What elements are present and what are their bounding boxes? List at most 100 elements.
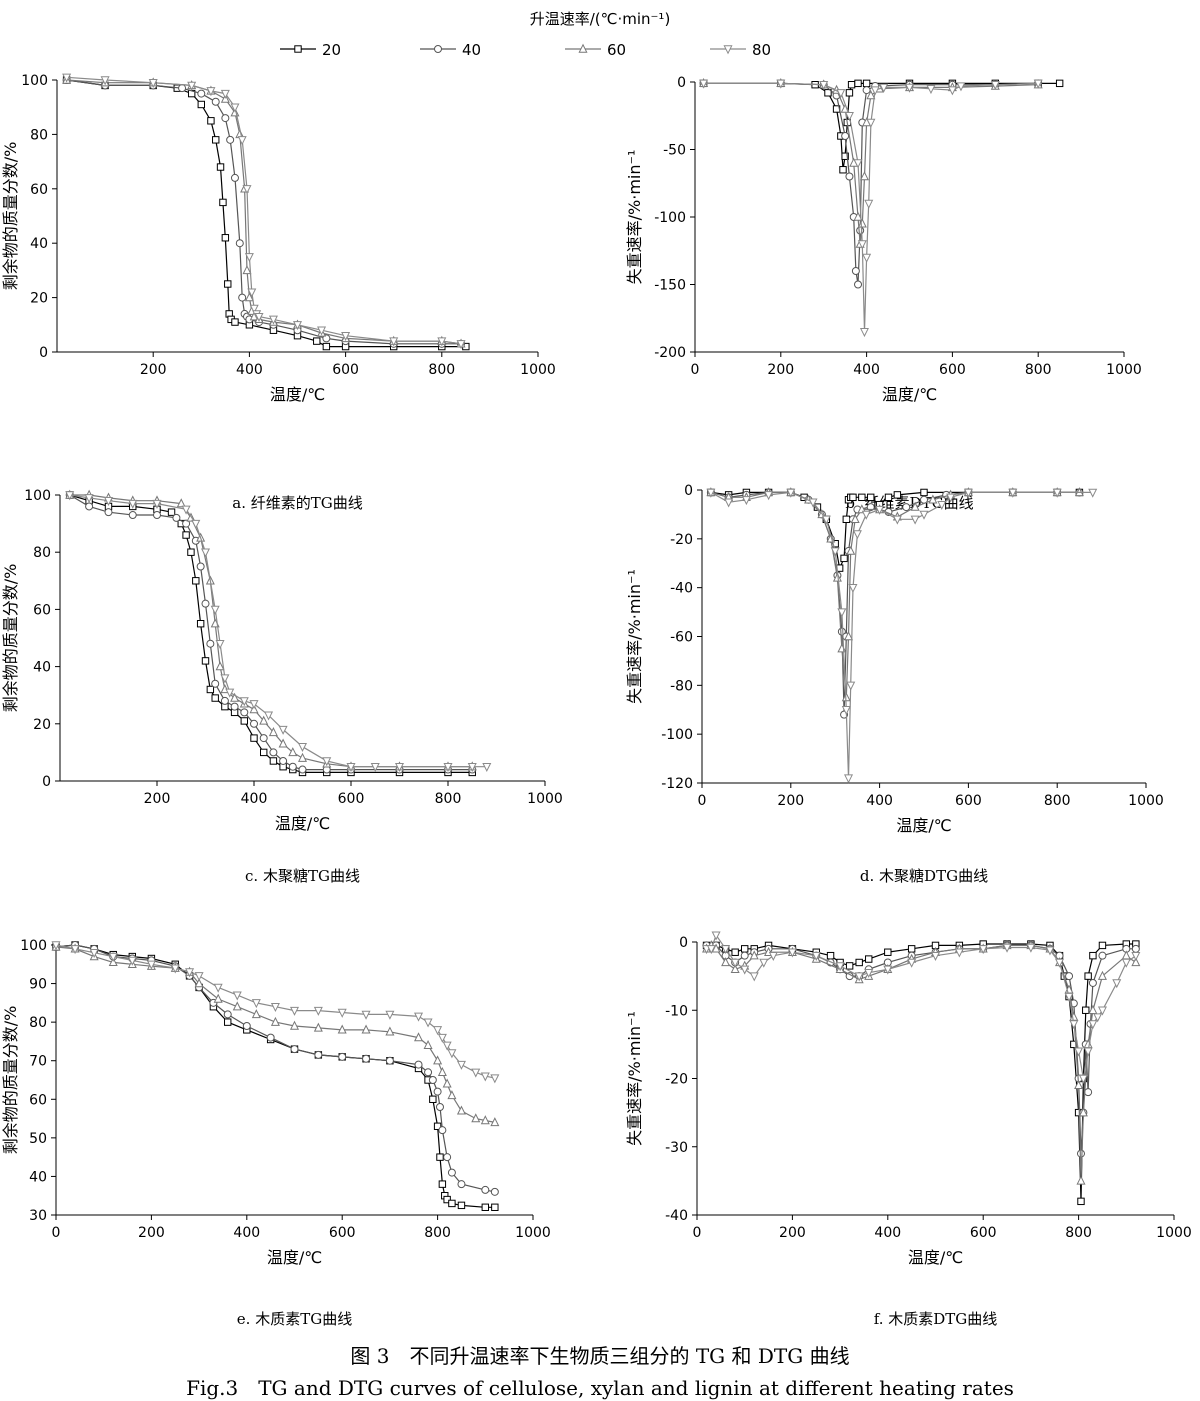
- data-point: [385, 1056, 394, 1065]
- x-tick-label: 1000: [520, 362, 556, 378]
- y-tick-label: -10: [665, 1003, 688, 1019]
- data-point: [424, 1068, 433, 1077]
- series-40: [65, 491, 477, 774]
- x-tick-label: 200: [777, 793, 804, 809]
- series-80: [51, 941, 500, 1084]
- data-point: [313, 337, 321, 345]
- data-point: [764, 491, 774, 501]
- data-point: [926, 85, 936, 95]
- x-tick-label: 400: [241, 791, 268, 807]
- data-point: [851, 267, 860, 275]
- series-40: [699, 79, 1043, 289]
- data-point: [314, 1050, 323, 1059]
- data-point: [223, 1010, 232, 1019]
- x-tick-label: 600: [332, 362, 359, 378]
- data-point: [270, 1003, 280, 1013]
- data-point: [1069, 1020, 1079, 1030]
- data-point: [920, 488, 928, 497]
- series-20: [52, 941, 499, 1211]
- data-point: [864, 199, 874, 209]
- series-line: [710, 491, 1093, 779]
- data-point: [224, 280, 232, 288]
- data-point: [346, 763, 356, 773]
- data-point: [428, 1076, 437, 1084]
- data-point: [741, 496, 751, 506]
- data-point: [749, 972, 759, 982]
- data-point: [235, 239, 244, 248]
- y-tick-label: 100: [21, 73, 48, 89]
- data-point: [213, 983, 223, 993]
- data-point: [361, 1010, 371, 1020]
- series-60: [65, 489, 477, 771]
- data-point: [1078, 1107, 1088, 1117]
- data-point: [902, 503, 911, 512]
- data-point: [1083, 1047, 1093, 1057]
- data-point: [904, 83, 915, 93]
- series-line: [55, 944, 495, 1079]
- data-point: [480, 1115, 490, 1125]
- y-axis-label: 剩余物的质量分数/%: [1, 1006, 20, 1155]
- y-tick-label: -40: [670, 581, 693, 597]
- data-point: [919, 510, 929, 520]
- data-point: [254, 312, 264, 322]
- data-point: [861, 510, 871, 520]
- data-point: [808, 498, 818, 508]
- data-point: [128, 511, 137, 520]
- data-point: [858, 493, 866, 502]
- x-tick-label: 800: [1025, 362, 1052, 378]
- data-point: [51, 941, 61, 951]
- data-point: [1064, 992, 1074, 1002]
- data-point: [212, 136, 220, 144]
- data-point: [437, 1033, 447, 1043]
- y-tick-label: 0: [39, 345, 48, 361]
- data-point: [835, 962, 845, 972]
- figure-caption-cn: 图 3 不同升温速率下生物质三组分的 TG 和 DTG 曲线: [350, 1344, 850, 1368]
- data-point: [1121, 958, 1131, 968]
- data-point: [313, 1006, 323, 1016]
- data-point: [1097, 1006, 1107, 1016]
- data-point: [178, 84, 187, 93]
- data-point: [230, 103, 240, 113]
- data-point: [937, 500, 947, 510]
- series-line: [69, 494, 487, 768]
- data-point: [230, 692, 240, 702]
- data-point: [842, 515, 851, 523]
- data-point: [893, 491, 902, 499]
- data-point: [240, 717, 249, 725]
- data-point: [741, 945, 749, 953]
- x-tick-label: 600: [338, 791, 365, 807]
- data-point: [819, 81, 829, 91]
- data-point: [438, 1126, 447, 1135]
- data-point: [456, 340, 466, 350]
- data-point: [279, 756, 288, 765]
- legend-entry-60: 60: [565, 41, 626, 59]
- x-tick-label: 600: [955, 793, 982, 809]
- data-point: [731, 948, 739, 956]
- data-point: [433, 1087, 442, 1096]
- series-60: [699, 78, 1043, 248]
- y-axis-label: 失重速率/%·min⁻¹: [625, 569, 644, 704]
- chart-panel-e: 0 200 400 600 800 1000 30 40 50 60 70 80 90 100 温度/℃ 剩余…: [0, 930, 590, 1330]
- x-tick-label: 200: [144, 791, 171, 807]
- data-point: [786, 488, 796, 498]
- data-point: [231, 318, 239, 326]
- series-20: [707, 488, 1084, 572]
- data-point: [1045, 946, 1055, 956]
- series-line: [703, 82, 1060, 170]
- data-point: [481, 1185, 490, 1194]
- data-point: [490, 1074, 500, 1084]
- data-point: [1131, 957, 1141, 967]
- data-point: [759, 958, 769, 968]
- data-point: [1077, 1197, 1085, 1206]
- x-tick-label: 200: [779, 1225, 806, 1241]
- legend-title: 升温速率/(℃·min⁻¹): [529, 10, 671, 28]
- data-point: [192, 577, 200, 585]
- y-tick-label: 0: [42, 774, 51, 790]
- data-point: [853, 159, 863, 169]
- data-point: [196, 620, 205, 628]
- series-line: [55, 946, 495, 1123]
- y-tick-label: 0: [677, 75, 686, 91]
- x-tick-label: 1000: [527, 791, 563, 807]
- data-point: [266, 1033, 275, 1042]
